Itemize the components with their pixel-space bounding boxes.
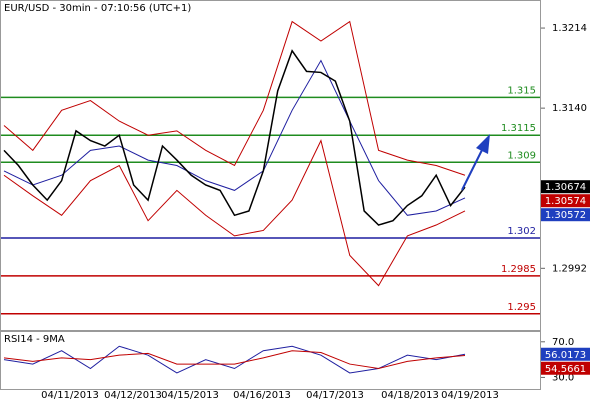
- rsi-panel: [0, 331, 541, 390]
- price-tag: [541, 347, 590, 361]
- y-tick-label: 70.0: [552, 337, 574, 348]
- chart-title: EUR/USD - 30min - 07:10:56 (UTC+1): [4, 3, 191, 14]
- price-tag-label: 1.30674: [545, 182, 586, 193]
- x-tick-label: 04/12/2013: [104, 390, 162, 400]
- level-label: 1.309: [507, 150, 536, 161]
- x-tick-label: 04/19/2013: [441, 390, 499, 400]
- x-tick-label: 04/16/2013: [233, 390, 291, 400]
- price-tag-label: 1.30572: [545, 210, 586, 221]
- price-tag: [541, 194, 590, 208]
- series-line: [3, 345, 466, 374]
- y-tick-label: 1.3214: [552, 23, 587, 34]
- price-tag: [541, 361, 590, 375]
- series-line: [3, 350, 466, 370]
- price-tag: [541, 208, 590, 222]
- price-tag-label: 54.5661: [545, 364, 586, 375]
- series-line: [3, 20, 466, 176]
- series-line: [3, 49, 466, 226]
- series-line: [3, 139, 466, 287]
- trend-arrow: [461, 134, 490, 191]
- level-label: 1.315: [507, 85, 536, 96]
- x-tick-label: 04/17/2013: [306, 390, 364, 400]
- x-tick-label: 04/18/2013: [381, 390, 439, 400]
- price-tag-label: 56.0173: [545, 350, 586, 361]
- level-label: 1.2985: [501, 264, 536, 275]
- level-label: 1.302: [507, 226, 536, 237]
- price-tag: [541, 180, 590, 194]
- x-tick-label: 04/11/2013: [41, 390, 99, 400]
- x-tick-label: 04/15/2013: [161, 390, 219, 400]
- price-panel: [0, 0, 541, 331]
- y-tick-label: 1.3140: [552, 103, 587, 114]
- level-label: 1.295: [507, 302, 536, 313]
- y-tick-label: 1.2992: [552, 263, 587, 274]
- level-label: 1.3115: [501, 123, 536, 134]
- series-line: [3, 59, 466, 216]
- price-tag-label: 1.30574: [545, 196, 586, 207]
- rsi-title: RSI14 - 9MA: [4, 334, 65, 345]
- y-tick-label: 30.0: [552, 372, 574, 383]
